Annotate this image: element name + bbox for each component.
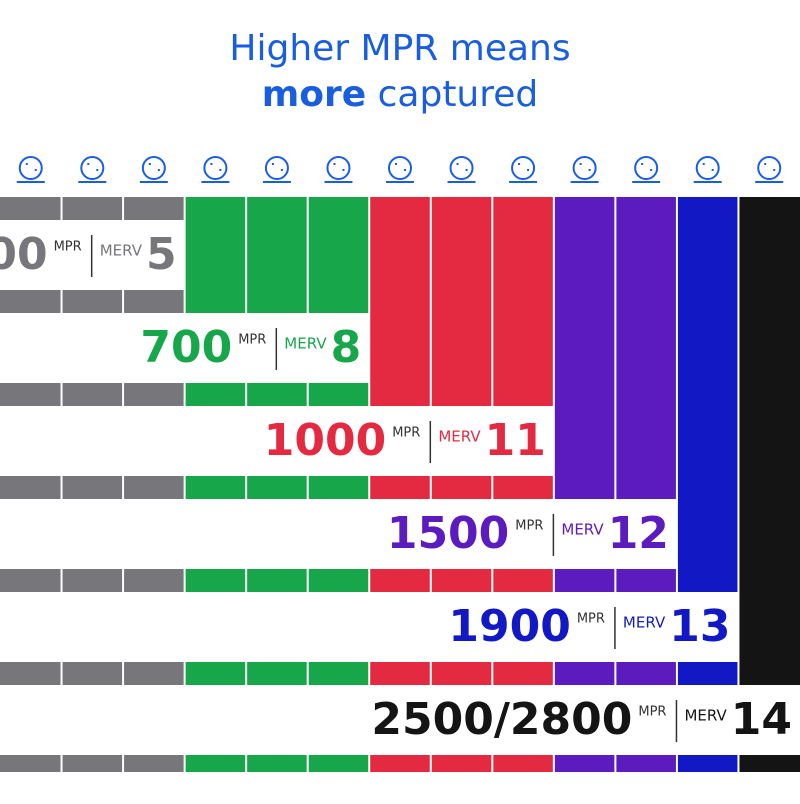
- merv-value: 14: [731, 694, 792, 745]
- icon-detail: [16, 163, 45, 183]
- icon: [511, 156, 536, 180]
- icon: [264, 156, 289, 180]
- column: [430, 197, 493, 772]
- icon: [695, 156, 720, 180]
- merv-unit: MERV: [561, 521, 604, 539]
- tier-band: [0, 499, 677, 569]
- title-line: Higher MPR means: [229, 28, 570, 69]
- column: [123, 197, 185, 772]
- column: [246, 197, 308, 772]
- icon-detail: [570, 163, 599, 183]
- tier-band: [0, 406, 554, 476]
- icon-detail: [509, 163, 538, 183]
- mpr-unit: MPR: [638, 705, 666, 720]
- icon-detail: [386, 163, 414, 183]
- column: [738, 197, 800, 772]
- icon-detail: [447, 163, 476, 183]
- icon-detail: [201, 163, 230, 183]
- mpr-value: 1000: [264, 415, 386, 466]
- icon: [18, 156, 43, 180]
- tier-band: [0, 313, 370, 383]
- icon-detail: [755, 163, 784, 183]
- merv-unit: MERV: [623, 614, 666, 632]
- tier-bands: 5MERVMPR3008MERVMPR70011MERVMPR100012MER…: [0, 220, 800, 755]
- column: [307, 197, 370, 772]
- merv-unit: MERV: [684, 707, 727, 725]
- icon: [326, 156, 351, 180]
- mpr-value: 1500: [387, 508, 509, 559]
- title-line: more captured: [262, 74, 539, 115]
- merv-value: 8: [331, 322, 362, 373]
- icon: [757, 156, 782, 180]
- icon: [141, 156, 166, 180]
- icon: [80, 156, 105, 180]
- icon-detail: [262, 163, 291, 183]
- icon: [634, 156, 659, 180]
- mpr-value: 700: [140, 322, 232, 373]
- title-bold: more: [262, 74, 366, 115]
- column: [553, 197, 616, 772]
- icon: [449, 156, 474, 180]
- column: [0, 197, 62, 772]
- mpr-unit: MPR: [54, 240, 82, 255]
- column: [615, 197, 677, 772]
- merv-value: 5: [146, 229, 177, 280]
- column: [184, 197, 247, 772]
- icon-detail: [324, 163, 353, 183]
- mpr-unit: MPR: [577, 612, 605, 627]
- column: [61, 197, 124, 772]
- column: [492, 197, 554, 772]
- icon: [572, 156, 597, 180]
- icon-detail: [139, 163, 168, 183]
- merv-value: 13: [669, 601, 730, 652]
- mpr-unit: MPR: [392, 426, 420, 441]
- merv-unit: MERV: [284, 335, 327, 353]
- mpr-value: 2500/2800: [371, 694, 632, 745]
- columns: [0, 197, 800, 772]
- icon-detail: [693, 163, 722, 183]
- mpr-unit: MPR: [238, 333, 266, 348]
- tier-band: [0, 685, 800, 755]
- mpr-value: 1900: [448, 601, 570, 652]
- merv-unit: MERV: [438, 428, 481, 446]
- merv-unit: MERV: [100, 242, 143, 260]
- icon: [388, 156, 412, 180]
- icon: [203, 156, 228, 180]
- icon-detail: [78, 163, 107, 183]
- mpr-unit: MPR: [515, 519, 543, 534]
- mpr-value: 300: [0, 229, 48, 280]
- merv-value: 11: [485, 415, 546, 466]
- icon-detail: [632, 163, 661, 183]
- merv-value: 12: [608, 508, 669, 559]
- column: [369, 197, 431, 772]
- column: [676, 197, 739, 772]
- icon-row: [16, 156, 784, 183]
- title-rest: captured: [378, 74, 539, 115]
